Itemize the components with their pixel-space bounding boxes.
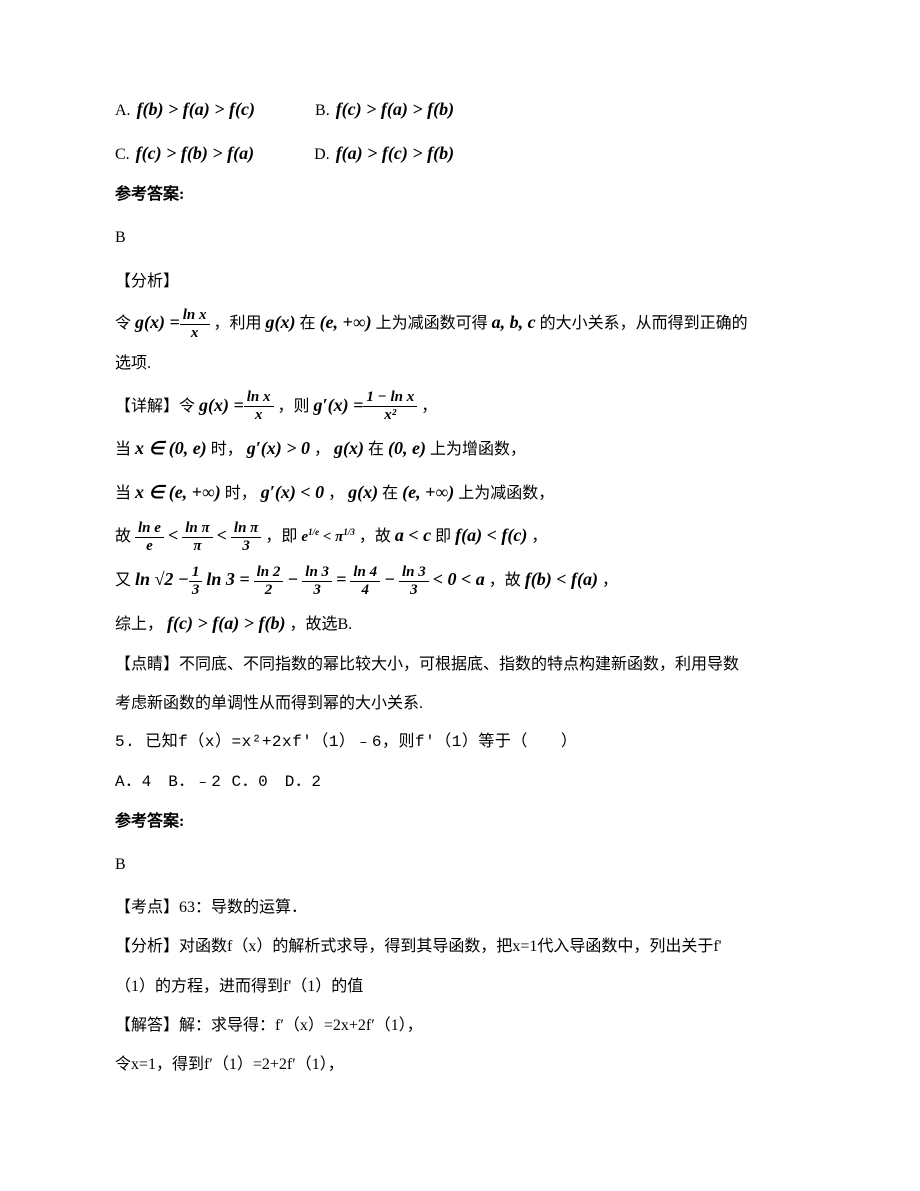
so-text-1: ，故: [359, 528, 391, 545]
analysis-line-2: 选项.: [115, 346, 820, 381]
a-lt-c: a < c: [395, 516, 431, 556]
analysis-prefix: 令: [115, 315, 131, 332]
interval-einf2: (e, +∞): [402, 473, 454, 513]
ln-sqrt2: ln √2 −: [135, 560, 189, 600]
in-text-1: 在: [368, 441, 384, 458]
minus-1: −: [287, 560, 298, 600]
when-label-2: 当: [115, 485, 131, 502]
ln3-text: ln 3 =: [206, 560, 249, 600]
also-label: 又: [115, 572, 131, 589]
choice-row-1: A. f(b) > f(a) > f(c) B. f(c) > f(a) > f…: [115, 90, 820, 130]
q5-topic: 【考点】63：导数的运算．: [115, 890, 820, 925]
detail-gpx-eq: g′(x) =: [314, 386, 364, 426]
comment-line-2: 考虑新函数的单调性从而得到幂的大小关系.: [115, 686, 820, 721]
interval-0e2: (0, e): [388, 429, 426, 469]
analysis-mid1: ，利用: [214, 315, 262, 332]
gprime-lt0: g′(x) < 0: [261, 473, 324, 513]
summary-expr: f(c) > f(a) > f(b): [167, 604, 285, 644]
frac-ln3-3b: ln 33: [399, 565, 429, 598]
gx-text-2: g(x): [348, 473, 378, 513]
so-fb-fa: ，故: [489, 572, 521, 589]
end-comma-1: ，: [531, 528, 547, 545]
analysis-end: 的大小关系，从而得到正确的: [540, 315, 748, 332]
fb-lt-fa: f(b) < f(a): [525, 560, 598, 600]
frac-13: 13: [189, 565, 203, 598]
end-comma-2: ，: [602, 572, 618, 589]
frac-ln3-3a: ln 33: [302, 565, 332, 598]
choice-C-expr: f(c) > f(b) > f(a): [136, 134, 254, 174]
summary-end: ，故选B.: [289, 616, 352, 633]
q5-solve-2: 令x=1，得到f′（1）=2+2f′（1），: [115, 1047, 820, 1082]
detail-heading: 【详解】令: [115, 398, 195, 415]
frac-lnx-x: ln xx: [180, 308, 210, 341]
detail-comma: ，: [421, 398, 437, 415]
therefore-line: 故 ln ee < ln ππ < ln π3 ，即 e1/e < π1/3 ，…: [115, 516, 820, 556]
lt-0-a: < 0 < a: [433, 560, 485, 600]
increase-text: 上为增函数，: [430, 441, 526, 458]
q5-analysis-2: （1）的方程，进而得到f'（1）的值: [115, 969, 820, 1004]
therefore-label: 故: [115, 528, 131, 545]
analysis-line-1: 令 g(x) = ln xx ，利用 g(x) 在 (e, +∞) 上为减函数可…: [115, 303, 820, 343]
eq-text: =: [336, 560, 346, 600]
when-label-1: 当: [115, 441, 131, 458]
answer-letter-q5: B: [115, 847, 820, 882]
choice-A-label: A.: [115, 93, 131, 128]
frac-lnpi-3: ln π3: [231, 521, 261, 554]
when-mid-1: 时，: [211, 441, 243, 458]
choice-C-label: C.: [115, 137, 130, 172]
choice-A-expr: f(b) > f(a) > f(c): [137, 90, 255, 130]
detail-gx-eq: g(x) =: [199, 386, 244, 426]
choice-row-2: C. f(c) > f(b) > f(a) D. f(a) > f(c) > f…: [115, 134, 820, 174]
detail-frac2: 1 − ln xx²: [363, 390, 417, 423]
choice-B-expr: f(c) > f(a) > f(b): [336, 90, 454, 130]
q5-choices: A．4 B．﹣2 C．0 D．2: [115, 765, 820, 800]
ie2-text: 即: [435, 528, 451, 545]
minus-2: −: [384, 560, 395, 600]
analysis-mid2: 在: [300, 315, 316, 332]
summary-label: 综上，: [115, 616, 163, 633]
when-line-1: 当 x ∈ (0, e) 时， g′(x) > 0 ， g(x) 在 (0, e…: [115, 429, 820, 469]
answer-heading-2: 参考答案:: [115, 804, 820, 839]
interval-einf: (e, +∞): [320, 303, 372, 343]
choice-D-label: D.: [314, 137, 330, 172]
lt-1: <: [168, 516, 178, 556]
comma-1: ，: [314, 441, 330, 458]
gprime-gt0: g′(x) > 0: [247, 429, 310, 469]
e-exp-ineq: e1/e < π1/3: [301, 521, 354, 554]
summary-line: 综上， f(c) > f(a) > f(b) ，故选B.: [115, 604, 820, 644]
answer-letter-q4: B: [115, 220, 820, 255]
abc-text: a, b, c: [492, 303, 536, 343]
ie-text: ，即: [265, 528, 297, 545]
also-line: 又 ln √2 − 13 ln 3 = ln 22 − ln 33 = ln 4…: [115, 560, 820, 600]
interval-0e: x ∈ (0, e): [135, 429, 207, 469]
decrease-text: 上为减函数，: [458, 485, 554, 502]
interval-einf-x: x ∈ (e, +∞): [135, 473, 221, 513]
choice-B-label: B.: [315, 93, 330, 128]
choice-D-expr: f(a) > f(c) > f(b): [336, 134, 454, 174]
gx-eq: g(x) =: [135, 303, 180, 343]
q5-text: 5. 已知f（x）=x²+2xf′（1）﹣6，则f′（1）等于（ ）: [115, 725, 820, 760]
gx-text: g(x): [266, 303, 296, 343]
when-line-2: 当 x ∈ (e, +∞) 时， g′(x) < 0 ， g(x) 在 (e, …: [115, 473, 820, 513]
detail-line-1: 【详解】令 g(x) = ln xx ，则 g′(x) = 1 − ln xx²…: [115, 386, 820, 426]
when-mid-2: 时，: [225, 485, 257, 502]
q5-analysis-1: 【分析】对函数f（x）的解析式求导，得到其导函数，把x=1代入导函数中，列出关于…: [115, 929, 820, 964]
lt-2: <: [217, 516, 227, 556]
detail-frac1: ln xx: [244, 390, 274, 423]
fa-lt-fc: f(a) < f(c): [455, 516, 527, 556]
frac-lne-e: ln ee: [135, 521, 164, 554]
frac-ln4-4: ln 44: [350, 565, 380, 598]
frac-lnpi-pi: ln ππ: [182, 521, 212, 554]
analysis-heading: 【分析】: [115, 264, 820, 299]
frac-ln2-2: ln 22: [254, 565, 284, 598]
comment-line-1: 【点睛】不同底、不同指数的幂比较大小，可根据底、指数的特点构建新函数，利用导数: [115, 647, 820, 682]
comma-2: ，: [328, 485, 344, 502]
q5-solve-1: 【解答】解：求导得：f′（x）=2x+2f′（1），: [115, 1008, 820, 1043]
detail-then: ，则: [278, 398, 310, 415]
gx-text-1: g(x): [334, 429, 364, 469]
answer-heading-1: 参考答案:: [115, 177, 820, 212]
analysis-mid3: 上为减函数可得: [376, 315, 488, 332]
in-text-2: 在: [382, 485, 398, 502]
